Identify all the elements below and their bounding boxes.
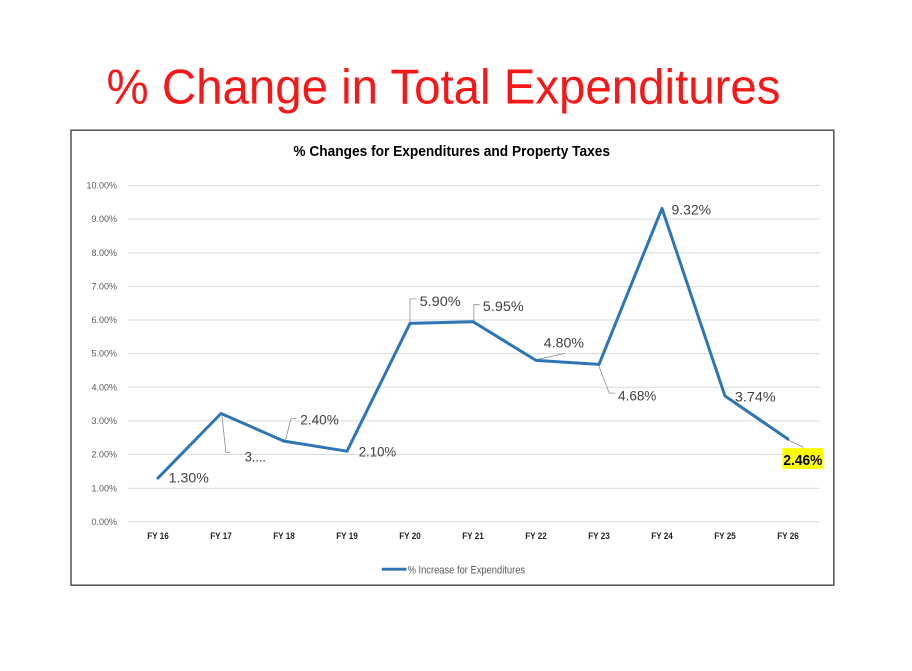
svg-text:FY 22: FY 22: [525, 531, 547, 541]
svg-text:2.00%: 2.00%: [91, 450, 117, 460]
svg-text:8.00%: 8.00%: [91, 248, 117, 258]
svg-text:FY 18: FY 18: [273, 531, 295, 541]
svg-text:FY 17: FY 17: [210, 531, 232, 541]
svg-text:% Changes for Expenditures and: % Changes for Expenditures and Property …: [293, 144, 610, 160]
svg-text:FY 20: FY 20: [399, 531, 421, 541]
svg-text:2.46%: 2.46%: [783, 452, 822, 469]
svg-text:4.00%: 4.00%: [91, 382, 117, 392]
svg-text:5.00%: 5.00%: [91, 349, 117, 359]
svg-text:1.00%: 1.00%: [91, 483, 117, 493]
svg-text:FY 25: FY 25: [714, 531, 736, 541]
svg-text:3.00%: 3.00%: [91, 416, 117, 426]
svg-text:4.80%: 4.80%: [544, 334, 584, 350]
svg-text:10.00%: 10.00%: [86, 181, 117, 191]
svg-text:% Change in Total Expenditures: % Change in Total Expenditures: [107, 61, 781, 115]
svg-text:7.00%: 7.00%: [91, 282, 117, 292]
svg-text:2.10%: 2.10%: [359, 443, 397, 459]
svg-text:FY 24: FY 24: [651, 531, 673, 541]
svg-text:% Increase for Expenditures: % Increase for Expenditures: [408, 565, 526, 577]
svg-text:9.32%: 9.32%: [672, 202, 712, 218]
svg-text:3....: 3....: [245, 448, 266, 464]
svg-text:3.74%: 3.74%: [735, 389, 776, 405]
svg-text:FY 19: FY 19: [336, 531, 358, 541]
svg-text:1.30%: 1.30%: [169, 470, 209, 486]
svg-text:9.00%: 9.00%: [91, 214, 117, 224]
svg-text:5.95%: 5.95%: [483, 298, 524, 314]
svg-text:2.40%: 2.40%: [300, 411, 339, 427]
svg-text:4.68%: 4.68%: [618, 388, 656, 404]
svg-text:FY 21: FY 21: [462, 531, 484, 541]
svg-text:5.90%: 5.90%: [420, 293, 461, 309]
svg-text:6.00%: 6.00%: [91, 315, 117, 325]
svg-text:FY 23: FY 23: [588, 531, 610, 541]
svg-text:0.00%: 0.00%: [91, 517, 117, 527]
svg-text:FY 16: FY 16: [147, 531, 169, 541]
svg-text:FY 26: FY 26: [777, 531, 799, 541]
